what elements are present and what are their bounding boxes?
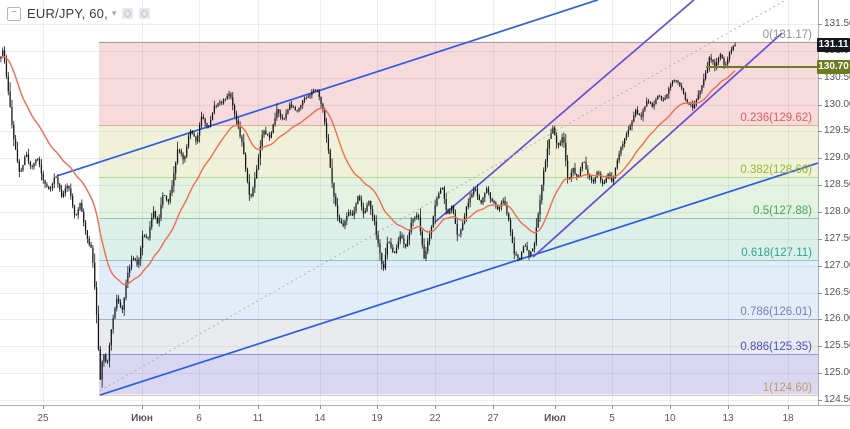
- time-tick-label: 27: [487, 413, 499, 424]
- chart-legend: − EUR/JPY, 60, ▾: [7, 6, 151, 21]
- fib-level-label-1: 1(124.60): [762, 381, 812, 394]
- chevron-down-icon[interactable]: ▾: [111, 8, 117, 18]
- price-tick-label: 125.00: [824, 367, 850, 379]
- eye-icon: [124, 10, 132, 17]
- time-tick-label: 18: [782, 413, 794, 424]
- alert-price-badge: 130.70: [817, 59, 850, 74]
- last-price-badge: 131.11: [817, 37, 850, 52]
- fib-level-label-0_382: 0.382(128.66): [740, 163, 812, 176]
- time-tick-label: 11: [252, 413, 264, 424]
- price-tick-label: 128.00: [824, 205, 850, 217]
- collapse-icon[interactable]: −: [7, 6, 21, 21]
- fib-level-label-0_618: 0.618(127.11): [741, 246, 812, 259]
- price-tick-label: 127.50: [824, 232, 850, 244]
- gear-icon: [141, 10, 149, 17]
- time-tick-label: 22: [429, 413, 441, 424]
- time-tick-label: Июл: [544, 413, 566, 424]
- price-tick-label: 125.50: [824, 340, 850, 352]
- time-tick-label: 19: [371, 413, 383, 424]
- price-tick-label: 124.50: [824, 393, 850, 405]
- time-tick-label: Июн: [131, 413, 153, 424]
- price-tick-label: 130.50: [824, 71, 850, 83]
- price-tick-label: 127.00: [824, 259, 850, 271]
- time-tick-label: 13: [722, 413, 734, 424]
- time-tick-label: 25: [37, 413, 49, 424]
- fib-level-label-0: 0(131.17): [762, 28, 812, 41]
- price-tick-label: 128.50: [824, 179, 850, 191]
- price-tick-label: 126.50: [824, 286, 850, 298]
- time-tick-label: 6: [196, 413, 202, 424]
- time-tick-label: 5: [609, 413, 615, 424]
- price-tick-label: 130.00: [824, 98, 850, 110]
- eye-icon-button[interactable]: [122, 8, 134, 19]
- fib-level-label-0_786: 0.786(126.01): [740, 305, 812, 318]
- fib-level-label-0_5: 0.5(127.88): [753, 205, 812, 218]
- price-tick-label: 131.50: [824, 18, 850, 29]
- settings-icon-button[interactable]: [139, 8, 151, 19]
- time-tick-label: 14: [314, 413, 326, 424]
- price-axis[interactable]: 131.50131.00130.50130.00129.50129.00128.…: [818, 0, 850, 405]
- time-tick-label: 10: [664, 413, 676, 424]
- time-axis[interactable]: 25 Июн 6 11 14 19 22 27 Июл 5 10 13 18: [0, 405, 818, 429]
- price-tick-label: 129.50: [824, 125, 850, 137]
- price-tick-label: 126.00: [824, 313, 850, 325]
- fib-level-label-0_236: 0.236(129.62): [740, 111, 812, 124]
- symbol-title[interactable]: EUR/JPY, 60,: [27, 6, 108, 21]
- price-tick-label: 129.00: [824, 152, 850, 164]
- fib-level-label-0_886: 0.886(125.35): [740, 341, 812, 354]
